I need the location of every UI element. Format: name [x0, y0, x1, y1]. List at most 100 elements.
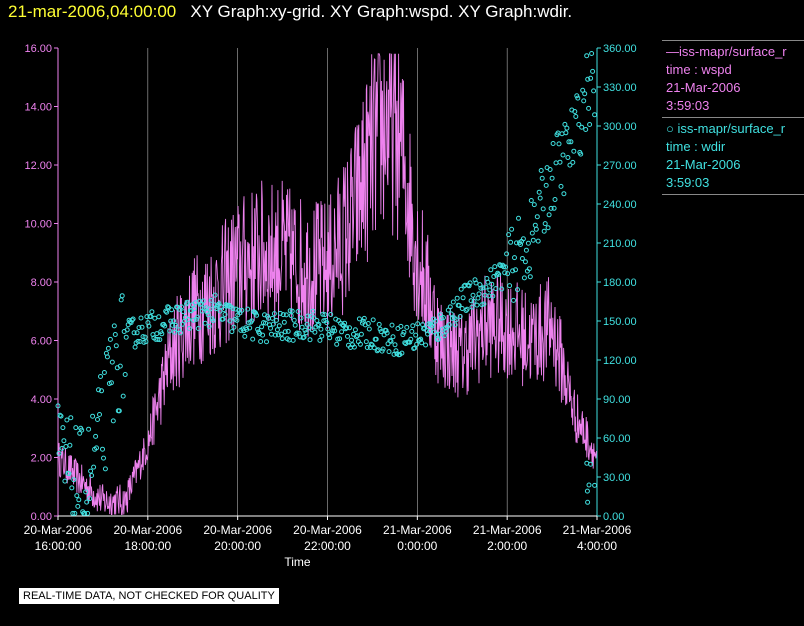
wdir-point: [578, 151, 584, 157]
wdir-point: [510, 268, 516, 274]
wdir-point: [373, 336, 379, 342]
wdir-point: [516, 215, 521, 221]
wdir-point: [371, 345, 377, 351]
wdir-point: [249, 318, 255, 324]
wdir-point: [142, 334, 148, 340]
wdir-point: [542, 221, 548, 227]
wdir-point: [560, 152, 566, 158]
wdir-point: [570, 159, 576, 165]
legend-wdir[interactable]: ○ iss-mapr/surface_r time : wdir 21-Mar-…: [662, 117, 804, 195]
wdir-point: [316, 321, 322, 327]
wdir-point: [585, 499, 591, 505]
wdir-point: [351, 344, 357, 350]
wdir-point: [583, 127, 589, 132]
wdir-point: [131, 330, 137, 336]
wdir-point: [530, 237, 536, 243]
wdir-point: [56, 450, 62, 456]
wdir-point: [592, 112, 598, 118]
wdir-point: [365, 321, 371, 326]
wdir-point: [472, 277, 478, 283]
wdir-point: [58, 413, 64, 419]
wdir-point: [419, 340, 425, 346]
wdir-point: [485, 279, 491, 285]
wdir-point: [97, 412, 102, 417]
wdir-point: [474, 302, 480, 308]
wdir-point: [535, 238, 541, 244]
wdir-point: [327, 335, 333, 341]
wdir-point: [330, 328, 336, 334]
wdir-point: [173, 322, 179, 328]
wdir-point: [487, 287, 493, 293]
wdir-point: [356, 316, 362, 322]
wdir-point: [529, 230, 535, 236]
legend-wspd[interactable]: —iss-mapr/surface_r time : wspd 21-Mar-2…: [662, 40, 804, 117]
wdir-point: [74, 493, 80, 499]
wdir-point: [118, 297, 124, 303]
wdir-point: [299, 324, 305, 330]
wdir-point: [117, 363, 123, 369]
wdir-point: [573, 114, 579, 119]
y-left-tick-label: 2.00: [31, 453, 52, 465]
wdir-point: [377, 326, 383, 332]
wdir-point: [289, 308, 295, 314]
wdir-point: [250, 336, 256, 342]
wdir-point: [331, 325, 337, 331]
wdir-point: [502, 270, 508, 276]
wdir-point: [466, 283, 472, 289]
wdir-point: [301, 334, 307, 340]
wdir-point: [195, 326, 201, 331]
wdir-point: [384, 330, 390, 336]
wdir-point: [427, 328, 433, 334]
wdir-point: [364, 345, 370, 350]
wdir-point: [571, 148, 577, 154]
wdir-point: [264, 339, 269, 345]
wdir-point: [72, 510, 78, 516]
y-left-tick-label: 12.00: [24, 160, 52, 172]
legend: —iss-mapr/surface_r time : wspd 21-Mar-2…: [662, 40, 804, 195]
wdir-point: [254, 312, 260, 318]
wdir-point: [325, 326, 331, 332]
wdir-point: [274, 327, 280, 333]
wdir-point: [399, 350, 405, 356]
wdir-point: [591, 88, 597, 94]
wdir-point: [222, 312, 228, 317]
wdir-point: [323, 317, 329, 323]
wdir-point: [298, 315, 304, 321]
wdir-point: [354, 333, 360, 339]
wdir-point: [454, 295, 460, 301]
wdir-point: [101, 455, 106, 461]
wdir-point: [553, 160, 559, 166]
wdir-point: [105, 345, 111, 351]
wdir-point: [76, 497, 82, 503]
wdir-point: [134, 330, 140, 336]
wdir-point: [423, 342, 429, 348]
wdir-point: [441, 333, 447, 339]
wdir-point: [146, 323, 152, 329]
wdir-point: [159, 331, 165, 337]
wdir-point: [536, 189, 542, 195]
wdir-point: [181, 309, 186, 315]
wdir-point: [269, 315, 275, 321]
wdir-point: [386, 349, 392, 355]
legend-wspd-date: 21-Mar-2006: [666, 80, 741, 95]
wdir-point: [480, 285, 486, 291]
y-right-tick-label: 180.00: [603, 277, 637, 289]
wdir-point: [471, 298, 477, 304]
y-left-tick-label: 0.00: [31, 511, 52, 523]
series-wspd: [57, 53, 597, 515]
wdir-point: [108, 380, 114, 386]
wdir-point: [463, 308, 469, 313]
wdir-point: [273, 317, 279, 323]
wdir-point: [515, 287, 520, 293]
wdir-point: [483, 284, 489, 290]
wdir-point: [260, 332, 266, 338]
x-tick-label-time: 18:00:00: [124, 539, 171, 553]
wdir-point: [584, 488, 590, 494]
wdir-point: [398, 323, 404, 329]
wdir-point: [149, 309, 155, 315]
wdir-point: [309, 327, 315, 333]
wdir-point: [380, 346, 386, 352]
wdir-point: [504, 251, 510, 257]
wdir-point: [164, 309, 170, 315]
